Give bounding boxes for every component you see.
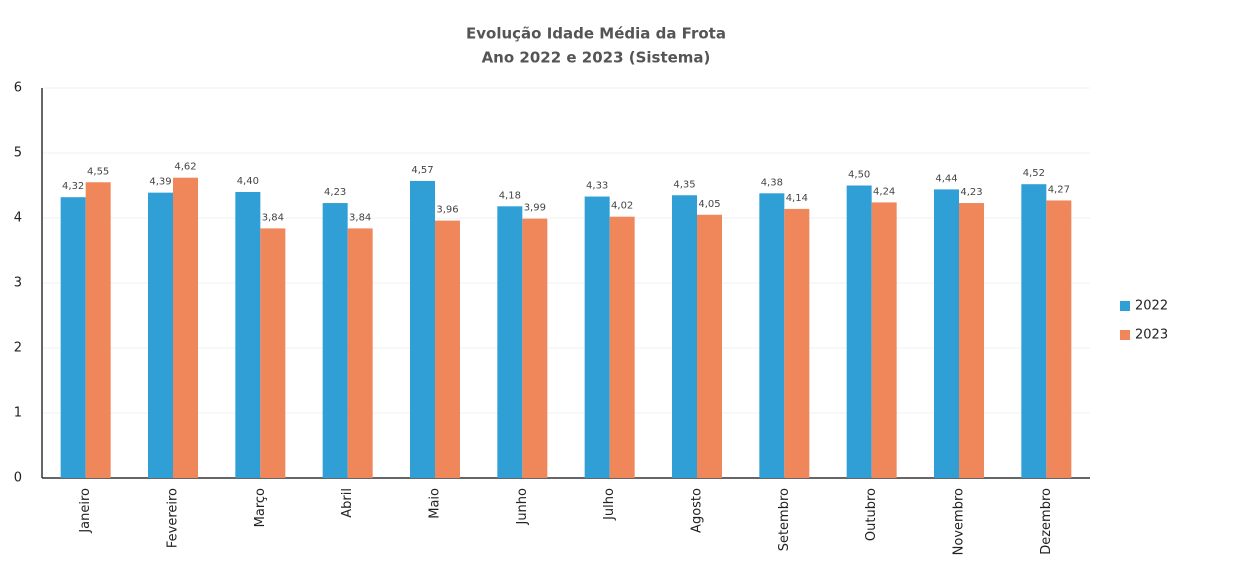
bar [846, 185, 872, 478]
data-label: 4,62 [174, 162, 196, 173]
y-tick-label: 0 [14, 471, 22, 486]
bar [148, 192, 173, 478]
data-label: 4,18 [499, 190, 521, 201]
data-label: 4,38 [761, 177, 783, 188]
y-tick-label: 3 [14, 276, 22, 291]
chart-subtitle: Ano 2022 e 2023 (Sistema) [482, 49, 711, 67]
data-label: 4,35 [673, 179, 695, 190]
x-tick-label: Dezembro [1039, 488, 1054, 555]
legend-label: 2023 [1135, 328, 1168, 343]
x-tick-label: Janeiro [78, 488, 93, 534]
bar [347, 228, 373, 478]
bar [934, 189, 959, 478]
x-tick-label: Setembro [777, 488, 792, 551]
data-label: 4,44 [935, 173, 957, 184]
data-label: 3,84 [349, 212, 371, 223]
legend-swatch [1120, 301, 1130, 311]
bar [522, 218, 548, 478]
x-tick-label: Abril [340, 488, 355, 518]
data-label: 4,14 [786, 193, 808, 204]
legend-swatch [1120, 330, 1130, 340]
y-tick-label: 6 [14, 81, 22, 96]
data-label: 3,99 [524, 203, 546, 214]
x-tick-label: Julho [602, 488, 617, 521]
data-label: 4,24 [873, 186, 895, 197]
bar [260, 228, 286, 478]
x-tick-label: Março [253, 488, 268, 527]
data-label: 4,02 [611, 201, 633, 212]
bar [173, 177, 198, 478]
bar [497, 206, 523, 479]
data-label: 4,23 [960, 187, 982, 198]
x-tick-label: Outubro [864, 488, 879, 541]
y-tick-label: 5 [14, 146, 22, 161]
bar [609, 216, 635, 478]
bar [322, 203, 348, 479]
bar [60, 197, 86, 478]
data-label: 4,55 [87, 166, 109, 177]
bar [784, 208, 810, 478]
bar [235, 192, 261, 478]
y-tick-label: 4 [14, 211, 22, 226]
x-tick-label: Junho [515, 488, 530, 526]
data-label: 4,32 [62, 181, 84, 192]
bar [697, 214, 722, 478]
bar [584, 196, 610, 479]
x-tick-label: Novembro [952, 488, 967, 555]
data-label: 3,96 [436, 205, 458, 216]
data-label: 4,23 [324, 187, 346, 198]
bar [1046, 200, 1072, 478]
data-label: 4,57 [411, 165, 433, 176]
data-label: 4,27 [1048, 184, 1070, 195]
data-label: 4,33 [586, 181, 608, 192]
y-tick-label: 1 [14, 406, 22, 421]
bar [871, 202, 897, 478]
chart-title: Evolução Idade Média da Frota [466, 25, 726, 43]
data-label: 4,50 [848, 170, 870, 181]
legend-label: 2022 [1135, 299, 1168, 314]
x-tick-label: Fevereiro [166, 488, 181, 548]
data-label: 4,05 [698, 199, 720, 210]
bar [85, 182, 111, 478]
x-tick-label: Maio [428, 488, 443, 519]
bar [959, 203, 984, 479]
data-label: 3,84 [262, 212, 284, 223]
data-label: 4,39 [149, 177, 171, 188]
data-label: 4,40 [237, 176, 259, 187]
bar [759, 193, 785, 479]
data-label: 4,52 [1023, 168, 1045, 179]
bar [435, 220, 460, 478]
bar [672, 195, 697, 478]
bar [1021, 184, 1047, 478]
y-tick-label: 2 [14, 341, 22, 356]
x-tick-label: Agosto [690, 488, 705, 533]
bar [410, 180, 435, 478]
